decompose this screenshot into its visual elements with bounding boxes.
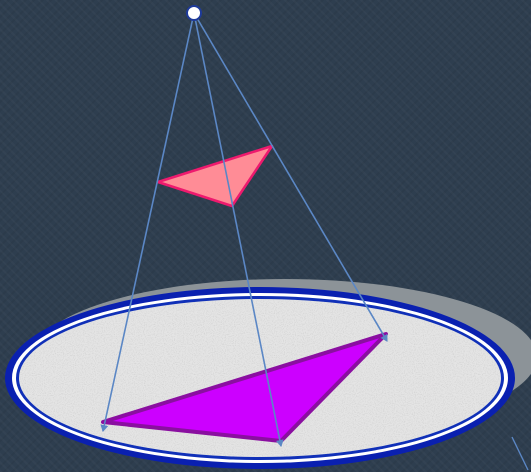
object-triangle (156, 144, 274, 208)
light-source-point-icon (186, 5, 202, 21)
edge-line (511, 436, 529, 471)
projection-line (193, 12, 284, 447)
projection-lines (100, 12, 388, 447)
projected-triangle (101, 332, 388, 443)
projection-line (193, 12, 388, 342)
projection-line (100, 12, 195, 432)
